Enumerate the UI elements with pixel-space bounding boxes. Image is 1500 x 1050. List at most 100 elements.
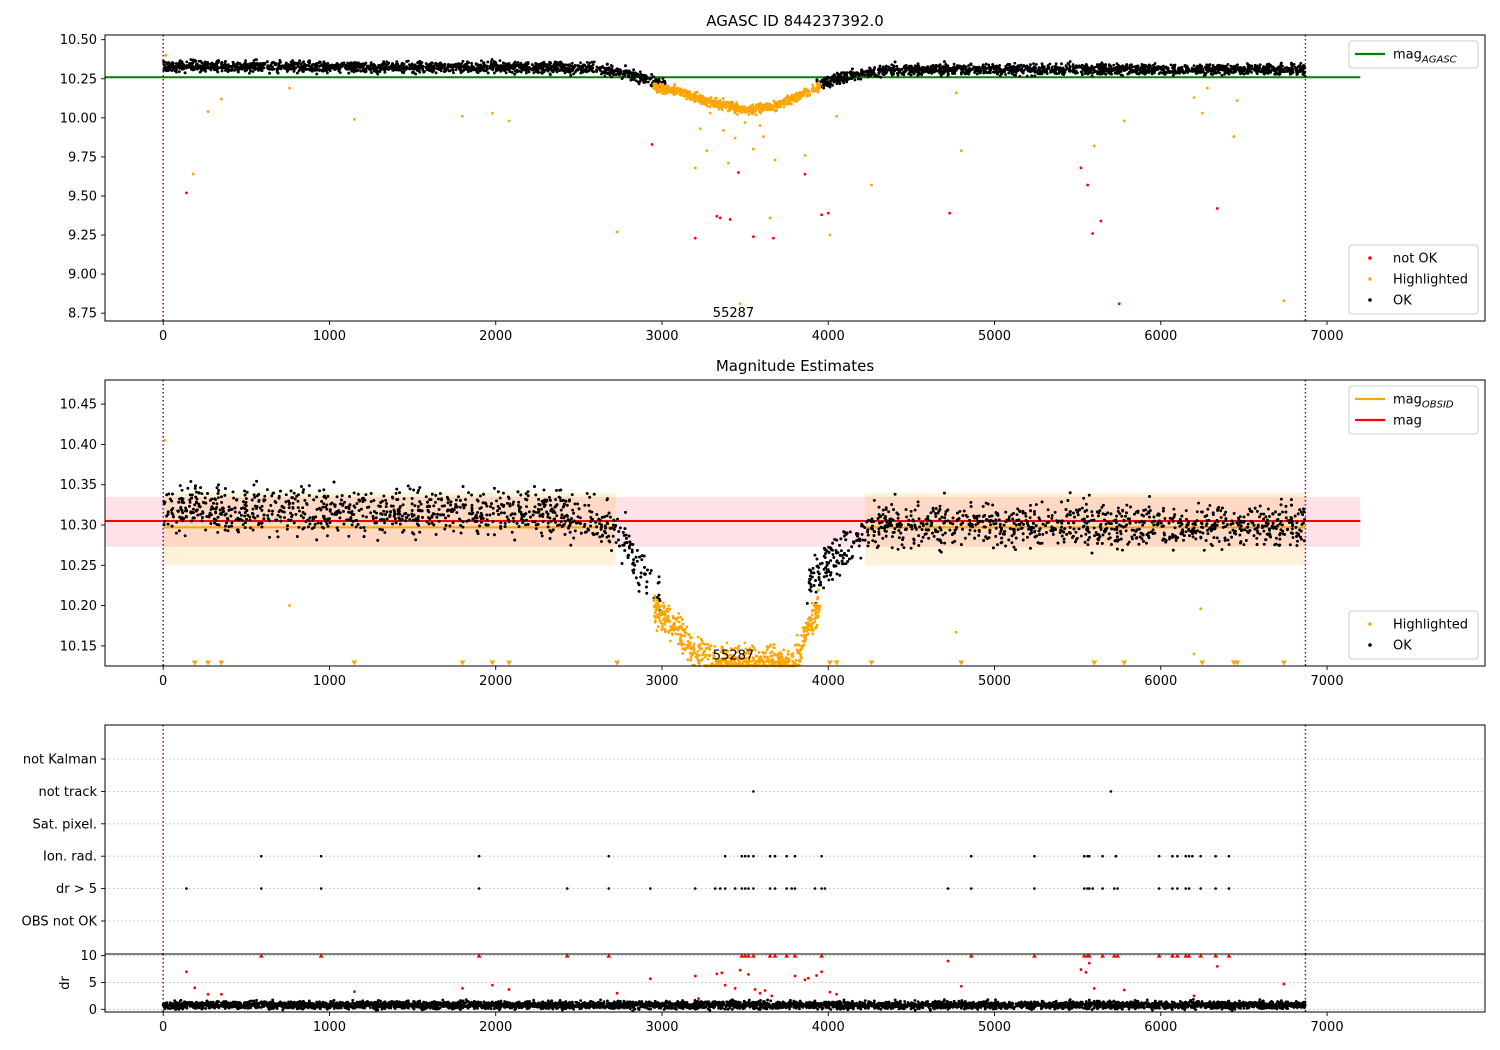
data-point (977, 69, 981, 73)
data-point (455, 66, 459, 69)
data-point (1129, 63, 1132, 67)
data-point (727, 161, 730, 165)
data-point (1171, 74, 1175, 77)
data-point (614, 69, 618, 72)
data-point (1299, 61, 1303, 65)
data-point (897, 71, 901, 74)
data-point (454, 68, 458, 72)
data-point (795, 94, 799, 98)
data-point (191, 172, 195, 176)
data-point (416, 65, 420, 69)
data-point (260, 68, 264, 72)
data-point (439, 61, 442, 65)
data-point (403, 66, 407, 70)
data-point (315, 62, 319, 65)
data-point (1045, 67, 1049, 71)
data-point (563, 71, 567, 75)
data-point (465, 67, 469, 71)
data-point (682, 90, 686, 94)
data-point (1015, 69, 1019, 73)
data-point (1177, 67, 1181, 70)
data-point (583, 63, 587, 67)
data-point (820, 80, 824, 84)
data-point (493, 60, 496, 64)
data-point (693, 166, 697, 170)
data-point (308, 67, 312, 70)
data-point (1213, 65, 1216, 69)
data-point (597, 66, 601, 70)
data-point (519, 61, 523, 65)
data-point (1164, 71, 1168, 75)
data-point (190, 67, 194, 71)
data-point (844, 71, 848, 75)
data-point (915, 69, 918, 72)
data-point (953, 71, 957, 75)
data-point (721, 97, 725, 100)
data-point (822, 86, 826, 90)
data-point (1172, 64, 1176, 67)
data-point (165, 61, 169, 65)
data-point (324, 68, 328, 71)
data-point (1038, 72, 1042, 76)
data-point (1245, 68, 1249, 72)
data-point (488, 66, 492, 70)
data-point (608, 72, 612, 76)
data-point (803, 89, 807, 92)
data-point (248, 62, 251, 66)
data-point (569, 74, 573, 77)
data-point (410, 63, 414, 67)
data-point (951, 66, 955, 70)
data-point (1241, 69, 1245, 72)
data-point (794, 91, 798, 95)
data-point (1250, 64, 1254, 68)
data-point (1013, 61, 1017, 65)
data-point (861, 70, 865, 74)
data-point (725, 104, 729, 108)
data-point (728, 103, 732, 107)
data-point (318, 64, 321, 68)
data-point (492, 71, 496, 75)
data-point (1048, 62, 1052, 66)
data-point (189, 58, 193, 62)
data-point (458, 67, 461, 71)
data-point (969, 62, 973, 66)
data-point (391, 62, 394, 66)
data-point (733, 105, 737, 109)
data-point (219, 97, 223, 101)
data-point (952, 62, 956, 66)
data-point (679, 93, 682, 97)
data-point (850, 77, 853, 80)
data-point (838, 82, 842, 86)
data-point (192, 67, 196, 70)
data-point (884, 64, 888, 68)
data-point (236, 70, 240, 73)
data-point (1090, 74, 1094, 78)
data-point (1157, 72, 1161, 76)
data-point (1184, 68, 1188, 72)
data-point (1067, 67, 1070, 71)
data-point (1176, 71, 1180, 74)
data-point (1080, 73, 1084, 77)
data-point (1255, 71, 1259, 75)
data-point (1110, 68, 1114, 72)
data-point (476, 71, 480, 75)
data-point (872, 71, 876, 75)
data-point (164, 53, 168, 57)
data-point (448, 69, 452, 73)
data-point (917, 66, 921, 70)
data-point (716, 103, 720, 107)
data-point (334, 65, 338, 69)
data-point (1104, 72, 1108, 76)
data-point (470, 61, 473, 65)
data-point (513, 66, 517, 70)
data-point (655, 86, 658, 90)
data-point (411, 70, 414, 74)
data-point (648, 77, 652, 81)
data-point (318, 60, 321, 64)
data-point (1087, 67, 1091, 70)
data-point (946, 68, 950, 72)
data-point (1167, 69, 1171, 73)
data-point (434, 71, 438, 75)
data-point (248, 66, 252, 70)
data-point (835, 79, 839, 83)
